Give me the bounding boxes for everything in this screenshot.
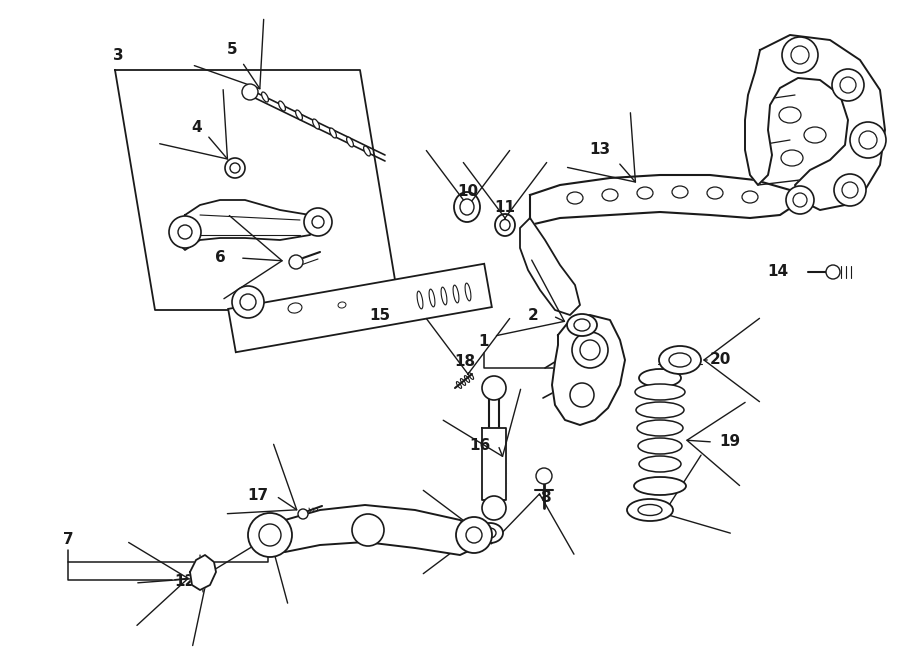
Text: 13: 13: [590, 143, 610, 157]
Circle shape: [832, 69, 864, 101]
Text: 14: 14: [768, 264, 788, 280]
Circle shape: [793, 193, 807, 207]
Text: 10: 10: [457, 184, 479, 200]
Circle shape: [782, 37, 818, 73]
Polygon shape: [530, 175, 795, 225]
Circle shape: [834, 174, 866, 206]
Polygon shape: [260, 505, 480, 555]
Ellipse shape: [429, 289, 435, 307]
Circle shape: [840, 77, 856, 93]
Ellipse shape: [262, 92, 268, 102]
Ellipse shape: [441, 287, 447, 305]
Ellipse shape: [639, 456, 681, 472]
Ellipse shape: [295, 110, 302, 120]
Polygon shape: [745, 35, 885, 210]
Ellipse shape: [454, 192, 480, 222]
Polygon shape: [520, 218, 580, 315]
Ellipse shape: [638, 504, 662, 516]
Ellipse shape: [567, 314, 597, 336]
Ellipse shape: [639, 369, 681, 387]
Ellipse shape: [417, 291, 423, 309]
Circle shape: [850, 122, 886, 158]
Ellipse shape: [627, 499, 673, 521]
Ellipse shape: [465, 283, 471, 301]
Circle shape: [352, 514, 384, 546]
Circle shape: [240, 294, 256, 310]
Text: 9: 9: [463, 524, 473, 539]
Polygon shape: [178, 200, 320, 250]
Text: 5: 5: [227, 42, 238, 58]
Ellipse shape: [484, 528, 496, 538]
Ellipse shape: [669, 353, 691, 367]
Text: 20: 20: [709, 352, 731, 368]
Bar: [229, 264, 491, 352]
Ellipse shape: [460, 199, 474, 215]
Circle shape: [312, 216, 324, 228]
Circle shape: [298, 509, 308, 519]
Ellipse shape: [500, 219, 510, 231]
Circle shape: [248, 513, 292, 557]
Circle shape: [536, 468, 552, 484]
Circle shape: [242, 84, 258, 100]
Ellipse shape: [635, 384, 685, 400]
Ellipse shape: [364, 146, 371, 156]
Circle shape: [230, 163, 240, 173]
Ellipse shape: [659, 346, 701, 374]
Circle shape: [786, 186, 814, 214]
Circle shape: [859, 131, 877, 149]
Text: 17: 17: [248, 488, 268, 504]
Ellipse shape: [477, 523, 503, 543]
Ellipse shape: [312, 119, 319, 129]
Circle shape: [466, 527, 482, 543]
Text: 8: 8: [540, 490, 550, 506]
Text: 3: 3: [112, 48, 123, 63]
Circle shape: [225, 158, 245, 178]
Text: 19: 19: [719, 434, 741, 449]
Polygon shape: [482, 428, 506, 500]
Circle shape: [580, 340, 600, 360]
Circle shape: [791, 46, 809, 64]
Text: 16: 16: [470, 438, 490, 453]
Text: 11: 11: [494, 200, 516, 215]
Circle shape: [289, 255, 303, 269]
Ellipse shape: [346, 137, 354, 147]
Text: 7: 7: [63, 533, 73, 547]
Circle shape: [232, 286, 264, 318]
Circle shape: [456, 517, 492, 553]
Text: 2: 2: [527, 309, 538, 323]
Circle shape: [570, 383, 594, 407]
Text: 20: 20: [649, 504, 670, 520]
Circle shape: [482, 376, 506, 400]
Circle shape: [259, 524, 281, 546]
Ellipse shape: [637, 420, 683, 436]
Polygon shape: [115, 70, 400, 310]
Ellipse shape: [574, 319, 590, 331]
Circle shape: [169, 216, 201, 248]
Circle shape: [482, 496, 506, 520]
Circle shape: [842, 182, 858, 198]
Circle shape: [826, 265, 840, 279]
Circle shape: [304, 208, 332, 236]
Ellipse shape: [329, 128, 337, 138]
Text: 15: 15: [369, 307, 391, 323]
Polygon shape: [552, 315, 625, 425]
Ellipse shape: [279, 101, 285, 111]
Ellipse shape: [638, 438, 682, 454]
Text: 4: 4: [192, 120, 202, 136]
Polygon shape: [190, 555, 216, 590]
Ellipse shape: [636, 402, 684, 418]
Ellipse shape: [453, 285, 459, 303]
Ellipse shape: [495, 214, 515, 236]
Text: 1: 1: [479, 334, 490, 350]
Text: 12: 12: [175, 574, 195, 590]
Text: 18: 18: [454, 354, 475, 369]
Circle shape: [178, 225, 192, 239]
Text: 6: 6: [214, 251, 225, 266]
Ellipse shape: [634, 477, 686, 495]
Circle shape: [572, 332, 608, 368]
